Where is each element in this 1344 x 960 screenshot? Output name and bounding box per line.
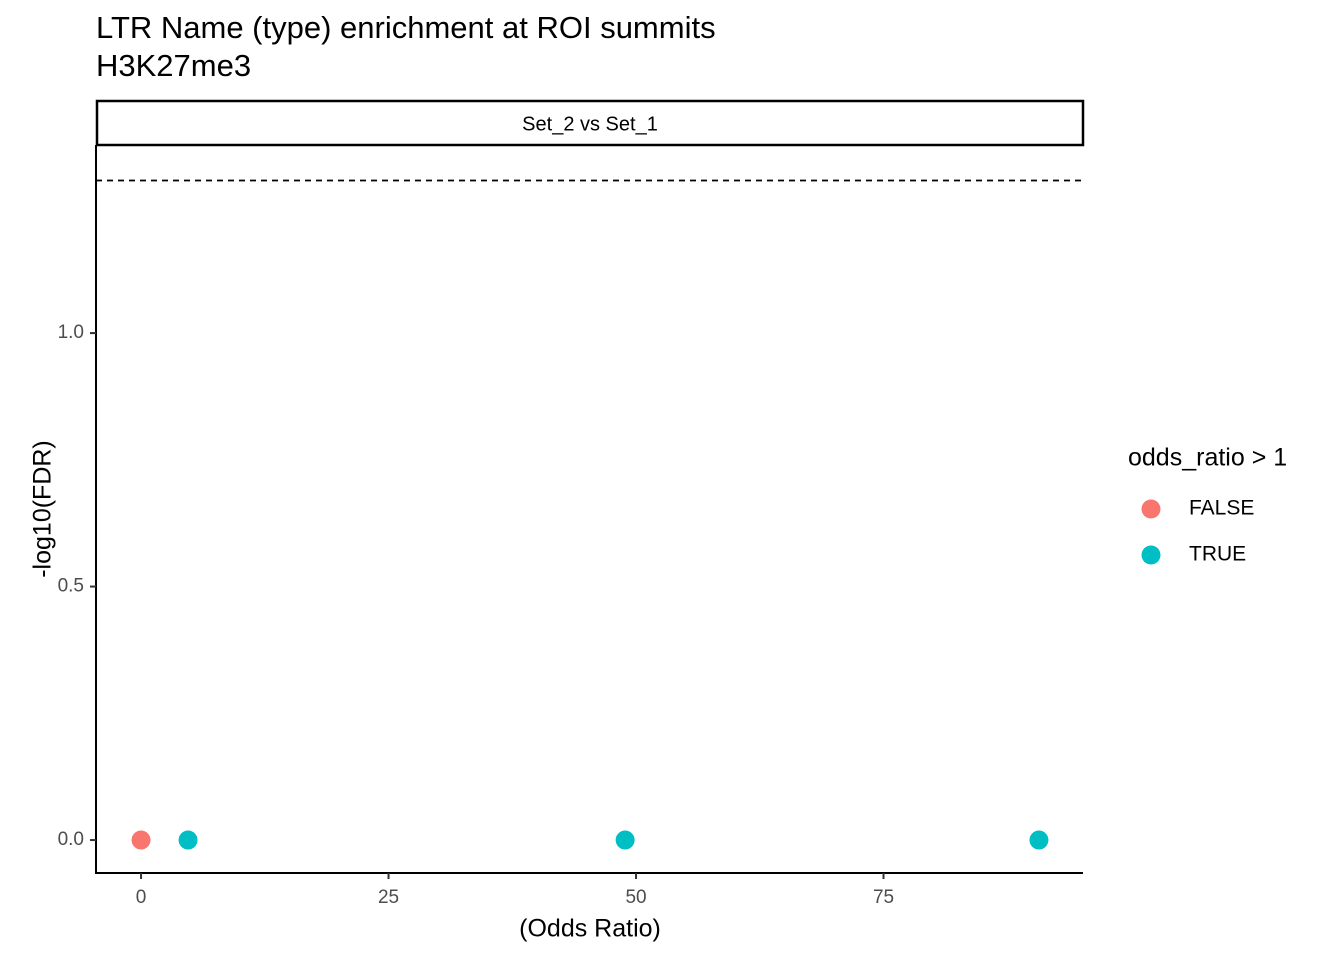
y-tick-label: 0.5 [58, 576, 84, 597]
chart-subtitle: H3K27me3 [96, 48, 251, 83]
point [1029, 830, 1049, 850]
legend-label: TRUE [1189, 543, 1246, 566]
y-axis-label: -log10(FDR) [29, 440, 57, 578]
point [615, 830, 635, 850]
x-tick-label: 0 [136, 887, 147, 908]
x-tick-label: 50 [625, 887, 646, 908]
legend-key [1141, 545, 1161, 565]
facet-label: Set_2 vs Set_1 [522, 113, 658, 135]
legend-title: odds_ratio > 1 [1128, 444, 1287, 472]
point [131, 830, 151, 850]
x-tick-label: 75 [873, 887, 894, 908]
facet-strip [95, 99, 1085, 147]
x-tick-label: 25 [378, 887, 399, 908]
legend-label: FALSE [1189, 497, 1254, 520]
point [178, 830, 198, 850]
y-tick-label: 0.0 [58, 829, 84, 850]
legend-key [1141, 499, 1161, 519]
chart-title: LTR Name (type) enrichment at ROI summit… [96, 10, 716, 45]
y-tick-label: 1.0 [58, 322, 84, 343]
x-axis-label: (Odds Ratio) [519, 915, 661, 943]
